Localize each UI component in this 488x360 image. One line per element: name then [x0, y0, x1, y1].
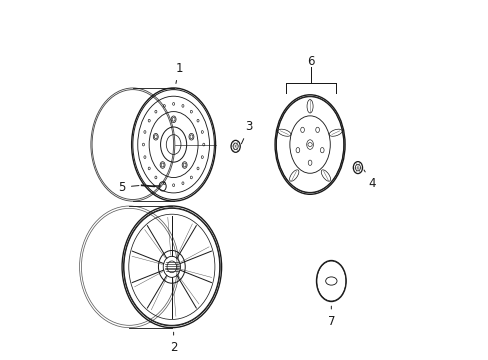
Text: 1: 1 — [175, 62, 183, 84]
Text: 5: 5 — [118, 181, 139, 194]
Text: 3: 3 — [241, 120, 252, 144]
Text: 4: 4 — [363, 170, 375, 190]
Text: 2: 2 — [169, 332, 177, 354]
Text: 6: 6 — [306, 55, 314, 68]
Text: 7: 7 — [327, 306, 334, 328]
